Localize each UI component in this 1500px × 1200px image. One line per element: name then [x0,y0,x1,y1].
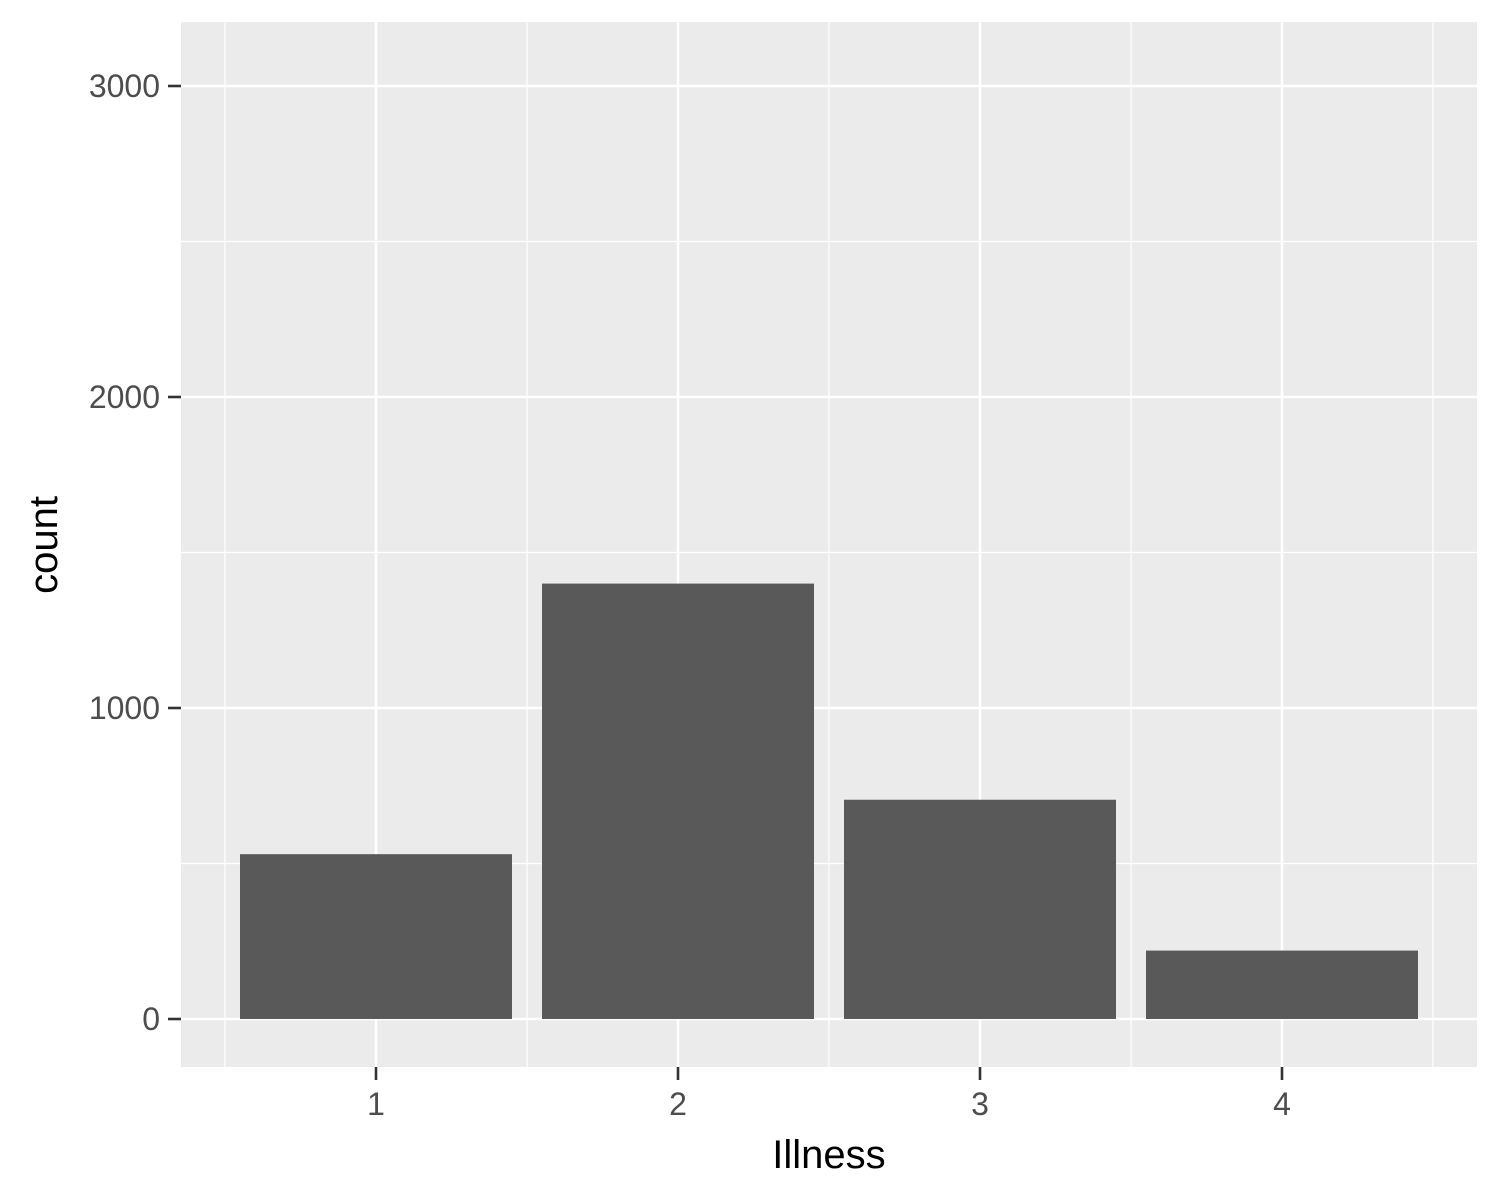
bar-1 [240,854,512,1019]
y-tick-label: 0 [142,1001,160,1037]
bar-4 [1146,950,1418,1019]
x-tick-label: 2 [669,1086,687,1122]
y-axis: 0 1000 2000 3000 [89,68,181,1037]
y-tick-label: 2000 [89,379,160,415]
x-tick-label: 3 [971,1086,989,1122]
y-axis-title: count [22,496,66,594]
x-axis: 1 2 3 4 [367,1067,1291,1122]
y-tick-label: 1000 [89,690,160,726]
x-tick-label: 4 [1273,1086,1291,1122]
bar-3 [844,799,1116,1019]
bars [240,583,1418,1019]
bar-2 [542,583,814,1019]
y-tick-label: 3000 [89,68,160,104]
x-axis-title: Illness [772,1133,885,1177]
x-tick-label: 1 [367,1086,385,1122]
